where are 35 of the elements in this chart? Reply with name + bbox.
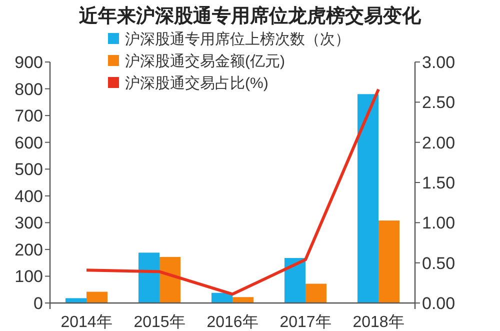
x-tick-label: 2014年 [60,314,112,331]
x-tick-label: 2016年 [206,314,258,331]
x-tick-label: 2018年 [352,314,404,331]
y2-tick-label: 1.50 [422,174,456,192]
legend-label: 沪深股通交易占比(%) [125,75,268,92]
y2-tick-label: 0.00 [422,294,456,313]
legend-label: 沪深股通交易金额(亿元) [125,53,285,70]
y-tick-label: 400 [14,186,43,206]
y-tick-label: 700 [14,106,43,126]
y2-tick-label: 1.00 [422,214,456,233]
bar [358,94,378,303]
y2-tick-label: 0.50 [422,254,456,273]
chart-title: 近年来沪深股通专用席位龙虎榜交易变化 [78,5,422,27]
bar [378,220,400,303]
bar [306,284,326,303]
x-tick-label: 2017年 [280,314,332,331]
y-tick-label: 500 [14,160,43,180]
y2-tick-label: 2.50 [422,93,456,112]
bar [138,252,160,303]
y-tick-label: 200 [14,240,43,260]
y-tick-label: 100 [14,267,43,286]
x-tick-label: 2015年 [134,314,186,331]
y-tick-label: 900 [14,53,43,72]
y2-tick-label: 3.00 [422,53,456,72]
bar [160,256,180,303]
legend-label: 沪深股通专用席位上榜次数（次） [125,31,350,48]
y-tick-label: 800 [14,80,43,99]
y-tick-label: 300 [14,214,43,233]
bar [66,298,86,303]
y-tick-label: 0 [34,294,43,313]
y-tick-label: 600 [14,133,43,152]
bar [232,297,254,303]
bar [86,292,108,303]
y2-tick-label: 2.00 [422,133,456,152]
bar [284,258,306,303]
